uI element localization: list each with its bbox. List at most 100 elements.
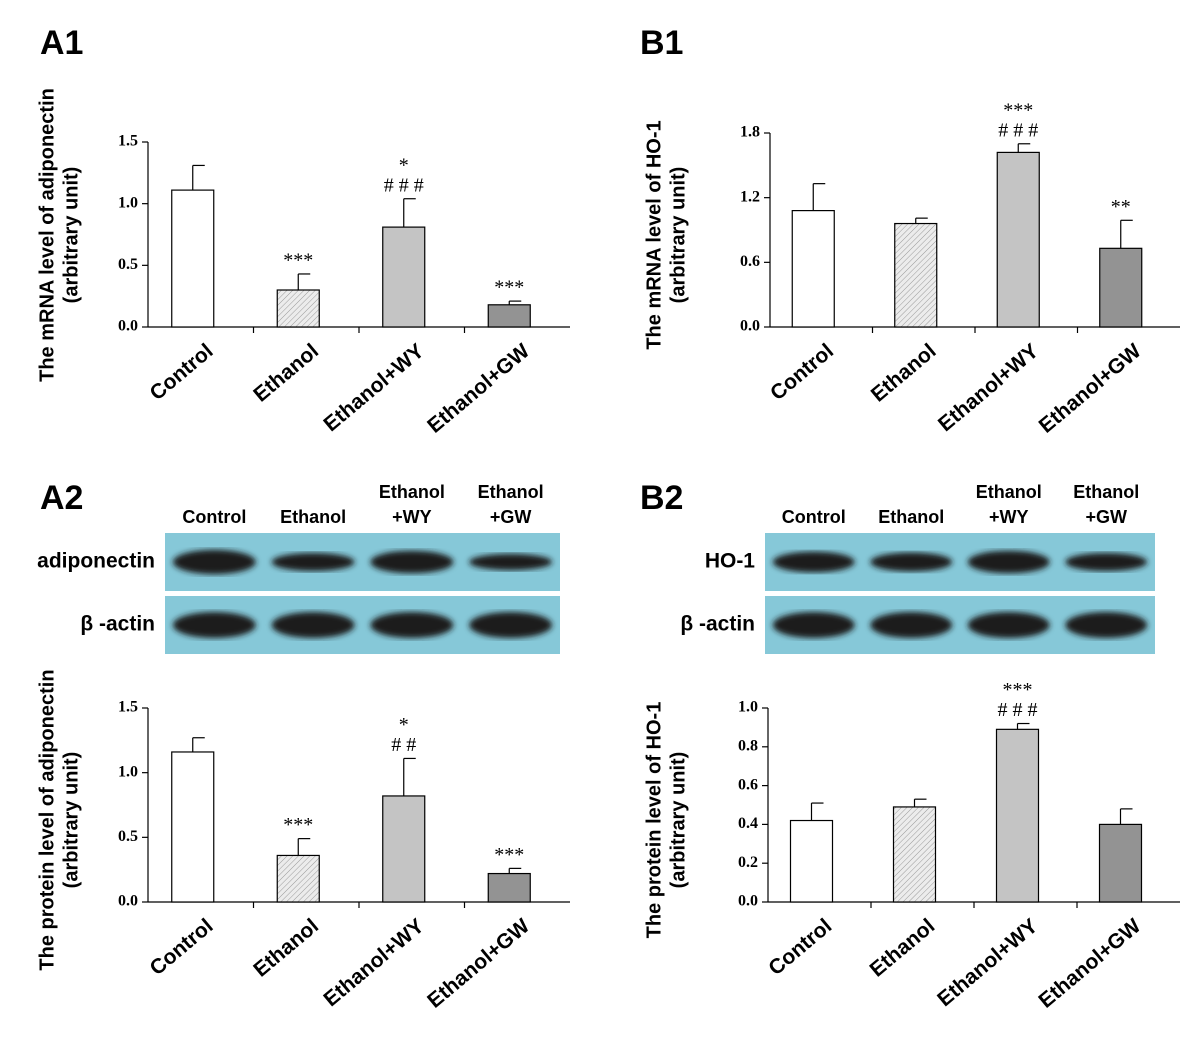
y-tick-label: 0.5 [118,828,138,845]
blot-band [870,612,953,638]
y-tick-label: 1.5 [118,133,138,150]
significance-mark: *** [1003,679,1033,701]
lane-label: Ethanol [1073,482,1139,502]
significance-mark: *** [1003,99,1033,121]
blot-band [172,549,256,575]
bar [789,819,834,903]
significance-mark: *** [283,814,313,836]
lane-label: +WY [989,507,1029,527]
bar [487,304,531,328]
y-axis-label: (arbitrary unit) [667,167,689,304]
x-tick-label: Ethanol [866,914,940,981]
y-tick-label: 1.8 [740,124,760,141]
blot-band [271,552,355,572]
bar [171,189,215,328]
row-label: HO-1 [705,550,755,573]
x-tick-label: Ethanol+WY [319,914,428,1011]
bar [894,222,938,328]
blot-band [271,612,355,638]
blot-band [772,551,855,573]
y-tick-label: 0.6 [740,253,760,270]
significance-mark: # # [391,734,416,756]
x-tick-label: Ethanol+GW [423,914,534,1012]
significance-mark: ** [1111,196,1131,218]
lane-label: Ethanol [379,482,445,502]
significance-mark: # # # [384,174,424,196]
bar [791,210,835,328]
bar [382,226,426,328]
y-tick-label: 0.0 [118,893,138,910]
x-tick-label: Control [764,914,836,980]
significance-mark: * [399,154,409,176]
bar [276,854,320,903]
bar [1098,823,1143,903]
blot-band [469,612,553,638]
y-axis-label: (arbitrary unit) [60,167,82,304]
row-label: β -actin [80,613,155,636]
y-tick-label: 1.0 [118,763,138,780]
y-tick-label: 1.0 [738,699,758,716]
x-tick-label: Ethanol+WY [319,339,428,436]
lane-label: Ethanol [878,507,944,527]
x-tick-label: Ethanol+GW [1034,914,1145,1012]
lane-label: Control [782,507,846,527]
x-tick-label: Control [146,339,218,405]
y-tick-label: 0.4 [738,815,758,832]
significance-mark: * [399,714,409,736]
y-tick-label: 0.0 [738,893,758,910]
blot-band [870,552,953,572]
blot-band [772,612,855,638]
x-tick-label: Ethanol+GW [1035,339,1146,437]
y-tick-label: 0.8 [738,737,758,754]
x-tick-label: Ethanol+GW [423,339,534,437]
bar [276,289,320,328]
y-tick-label: 0.0 [118,318,138,335]
significance-mark: *** [283,250,313,272]
y-tick-label: 0.6 [738,776,758,793]
x-tick-label: Ethanol+WY [934,339,1043,436]
bar [996,151,1040,328]
bar [487,872,531,903]
significance-mark: # # # [998,119,1038,141]
blot-band [967,550,1050,574]
bar [382,795,426,903]
y-tick-label: 1.2 [740,188,760,205]
y-tick-label: 1.5 [118,699,138,716]
x-tick-label: Ethanol [249,339,323,406]
y-axis-label: The mRNA level of adiponectin [36,88,58,382]
y-axis-label: (arbitrary unit) [60,752,82,889]
blot-band [172,612,256,638]
lane-label: +GW [1085,507,1127,527]
y-axis-label: (arbitrary unit) [667,752,689,889]
row-label: adiponectin [37,550,155,573]
x-tick-label: Ethanol+WY [933,914,1042,1011]
lane-label: Ethanol [478,482,544,502]
row-label: β -actin [680,613,755,636]
y-tick-label: 0.2 [738,854,758,871]
lane-label: Control [182,507,246,527]
significance-mark: *** [494,277,524,299]
panel-label: A1 [40,24,83,62]
y-axis-label: The mRNA level of HO-1 [643,120,665,349]
y-tick-label: 0.5 [118,256,138,273]
bar [1099,247,1143,328]
blot-band [1065,552,1148,572]
bar [171,751,215,903]
y-axis-label: The protein level of HO-1 [643,702,665,939]
lane-label: +WY [392,507,432,527]
x-tick-label: Control [766,339,838,405]
blot-band [967,612,1050,638]
x-tick-label: Ethanol [867,339,941,406]
blot-band [1065,612,1148,638]
y-tick-label: 0.0 [740,318,760,335]
panel-label: B1 [640,24,683,62]
y-axis-label: The protein level of adiponectin [36,669,58,970]
x-tick-label: Ethanol [249,914,323,981]
y-tick-label: 1.0 [118,194,138,211]
lane-label: Ethanol [280,507,346,527]
blot-band [469,553,553,571]
significance-mark: # # # [998,699,1038,721]
blot-band [370,612,454,638]
bar [892,806,937,903]
